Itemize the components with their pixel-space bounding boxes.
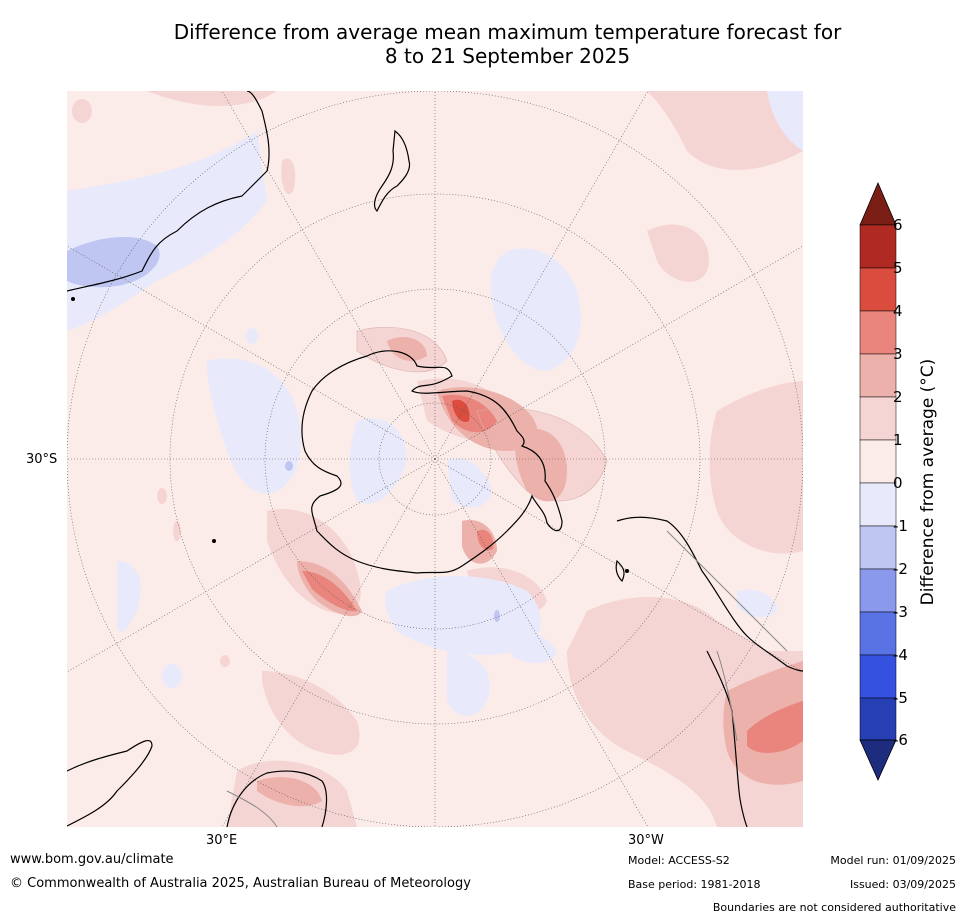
disclaimer-text: Boundaries are not considered authoritat… xyxy=(712,901,956,914)
lon-label-30w: 30°W xyxy=(628,833,664,848)
title-line-2: 8 to 21 September 2025 xyxy=(384,44,631,68)
islands xyxy=(71,297,629,573)
colorbar-tick: 0 xyxy=(893,474,903,492)
model-text: Model: ACCESS-S2 xyxy=(628,854,730,867)
antarctica-coast xyxy=(301,350,563,574)
model-run-text: Model run: 01/09/2025 xyxy=(830,854,956,867)
colorbar-tick: -1 xyxy=(893,517,908,535)
australia-coast xyxy=(67,91,270,292)
colorbar-tick: -6 xyxy=(893,731,908,749)
africa-coast xyxy=(67,739,153,827)
south-america-coast xyxy=(616,516,803,672)
colorbar-bins xyxy=(859,224,897,741)
coastlines xyxy=(67,91,803,827)
colorbar-tick: 4 xyxy=(893,302,903,320)
colorbar: 6 5 4 3 2 1 0 -1 -2 -3 -4 -5 -6 xyxy=(859,181,908,781)
colorbar-tick: 2 xyxy=(893,388,903,406)
colorbar-tick: -3 xyxy=(893,603,908,621)
colorbar-tick: 6 xyxy=(893,216,903,234)
colorbar-tick: 5 xyxy=(893,259,903,277)
anomaly-neg2-neg1-regions xyxy=(67,236,500,622)
title-line-1: Difference from average mean maximum tem… xyxy=(173,20,842,44)
polar-map xyxy=(67,91,803,827)
boundaries xyxy=(226,530,788,827)
lon-label-30e: 30°E xyxy=(206,833,238,848)
colorbar-tick: -2 xyxy=(893,560,908,578)
map-canvas xyxy=(67,91,803,827)
colorbar-title: Difference from average (°C) xyxy=(918,358,938,606)
colorbar-tick: -4 xyxy=(893,646,908,664)
issued-text: Issued: 03/09/2025 xyxy=(849,878,956,891)
colorbar-tick: -5 xyxy=(893,689,908,707)
graticule xyxy=(67,91,803,827)
base-period-text: Base period: 1981-2018 xyxy=(628,878,761,891)
colorbar-over-triangle xyxy=(859,181,897,226)
new-zealand-coast xyxy=(373,129,411,213)
anomaly-contours xyxy=(356,326,608,502)
website-link[interactable]: www.bom.gov.au/climate xyxy=(10,852,174,867)
colorbar-under-triangle xyxy=(859,739,897,781)
colorbar-ticks: 6 5 4 3 2 1 0 -1 -2 -3 -4 -5 -6 xyxy=(893,216,908,749)
copyright-text: © Commonwealth of Australia 2025, Austra… xyxy=(10,876,471,891)
map-title: Difference from average mean maximum tem… xyxy=(60,20,955,68)
colorbar-tick: 1 xyxy=(893,431,903,449)
lat-label-30s: 30°S xyxy=(26,452,58,467)
anomaly-4-5-regions xyxy=(452,399,470,422)
colorbar-tick: 3 xyxy=(893,345,903,363)
